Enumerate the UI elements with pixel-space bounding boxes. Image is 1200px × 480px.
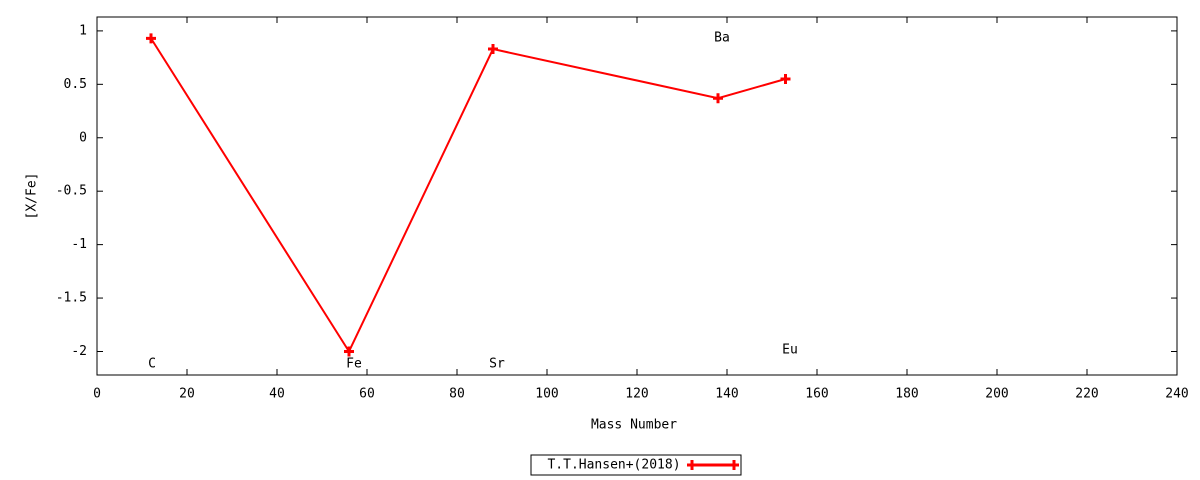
annotation: Fe: [346, 357, 362, 372]
y-tick-label: 0: [79, 130, 87, 145]
data-point: [146, 33, 156, 44]
legend-box: [530, 454, 742, 476]
x-tick-label: 100: [535, 387, 558, 402]
y-tick-label: -1.5: [56, 291, 87, 306]
data-point: [713, 93, 723, 104]
annotation: Ba: [714, 31, 730, 46]
data-point: [488, 44, 498, 55]
x-tick-label: 20: [179, 387, 195, 402]
plot-frame: [96, 16, 1178, 376]
x-axis-label: Mass Number: [591, 418, 677, 433]
series-line: [150, 37, 786, 354]
x-tick-label: 240: [1165, 387, 1188, 402]
y-tick-label: 1: [79, 23, 87, 38]
x-tick-label: 200: [985, 387, 1008, 402]
y-tick-label: 0.5: [64, 77, 87, 92]
legend-marker: [687, 460, 697, 470]
annotation: Sr: [489, 357, 505, 372]
y-tick-label: -2: [71, 344, 87, 359]
x-tick-label: 80: [449, 387, 465, 402]
annotation: Eu: [782, 343, 798, 358]
x-tick-label: 60: [359, 387, 375, 402]
x-tick-label: 140: [715, 387, 738, 402]
x-tick-label: 220: [1075, 387, 1098, 402]
data-point: [344, 346, 354, 357]
annotation: C: [148, 357, 156, 372]
legend-marker: [729, 460, 739, 470]
data-point: [780, 73, 791, 84]
x-tick-label: 180: [895, 387, 918, 402]
x-tick-label: 160: [805, 387, 828, 402]
x-tick-label: 0: [93, 387, 101, 402]
legend-label: T.T.Hansen+(2018): [547, 458, 680, 473]
y-axis-label: [X/Fe]: [25, 173, 40, 220]
y-tick-label: -0.5: [56, 184, 87, 199]
x-tick-label: 40: [269, 387, 285, 402]
y-tick-label: -1: [71, 237, 87, 252]
x-tick-label: 120: [625, 387, 648, 402]
